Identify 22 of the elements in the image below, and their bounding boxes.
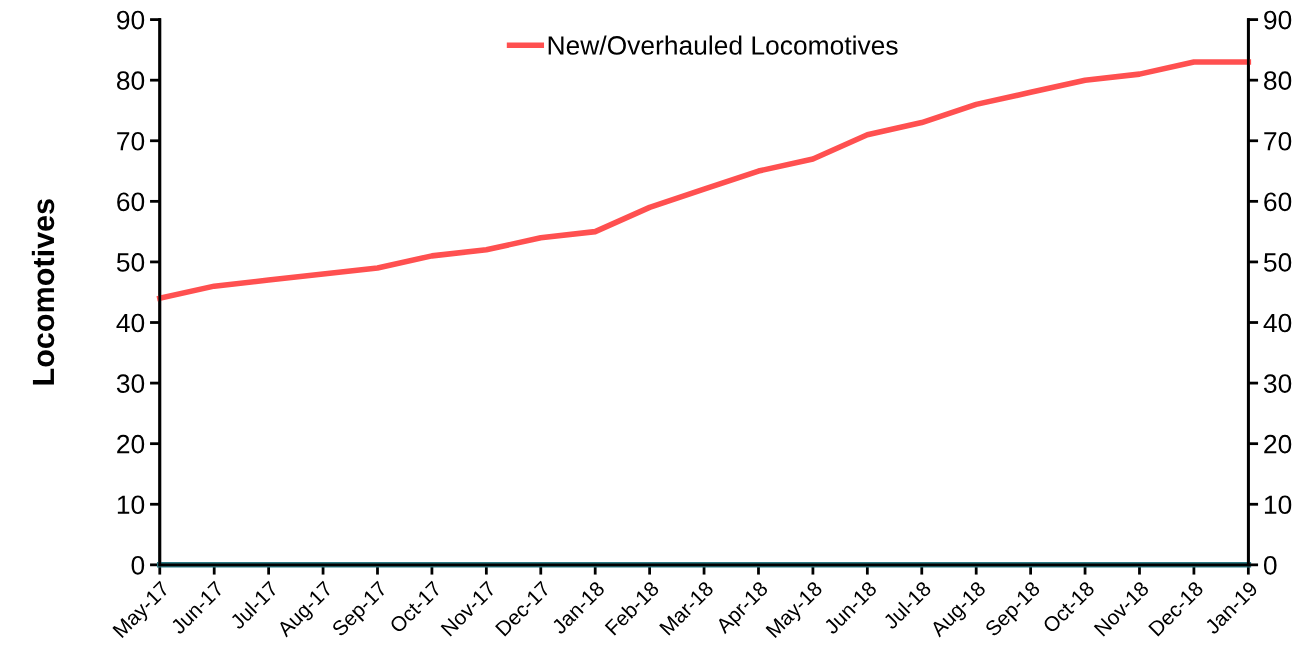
y2-tick-label: 20 xyxy=(1264,434,1292,454)
y-tick-label: 50 xyxy=(116,253,145,272)
y-tick-label: 40 xyxy=(116,313,145,333)
y-tick-label: 30 xyxy=(116,374,145,393)
y2-tick-label: 30 xyxy=(1263,374,1292,393)
y2-tick-label: 10 xyxy=(1264,495,1292,515)
y-axis-title: Locomotives xyxy=(31,199,55,385)
legend-label: New/Overhauled Locomotives xyxy=(548,35,898,55)
y-tick-label: 80 xyxy=(116,71,145,90)
y-tick-label: 70 xyxy=(117,131,145,151)
y-tick-label: 90 xyxy=(117,10,145,30)
y2-tick-label: 70 xyxy=(1264,131,1292,151)
y2-tick-label: 50 xyxy=(1263,253,1292,272)
y-tick-label: 60 xyxy=(117,192,145,212)
y2-tick-label: 80 xyxy=(1264,71,1292,90)
y-tick-label: 0 xyxy=(131,555,145,575)
y2-tick-label: 0 xyxy=(1263,555,1277,575)
y2-tick-label: 90 xyxy=(1264,10,1292,30)
y-tick-label: 10 xyxy=(117,495,145,515)
y2-tick-label: 40 xyxy=(1263,313,1292,333)
y-tick-label: 20 xyxy=(117,434,145,454)
y2-tick-label: 60 xyxy=(1264,192,1292,212)
